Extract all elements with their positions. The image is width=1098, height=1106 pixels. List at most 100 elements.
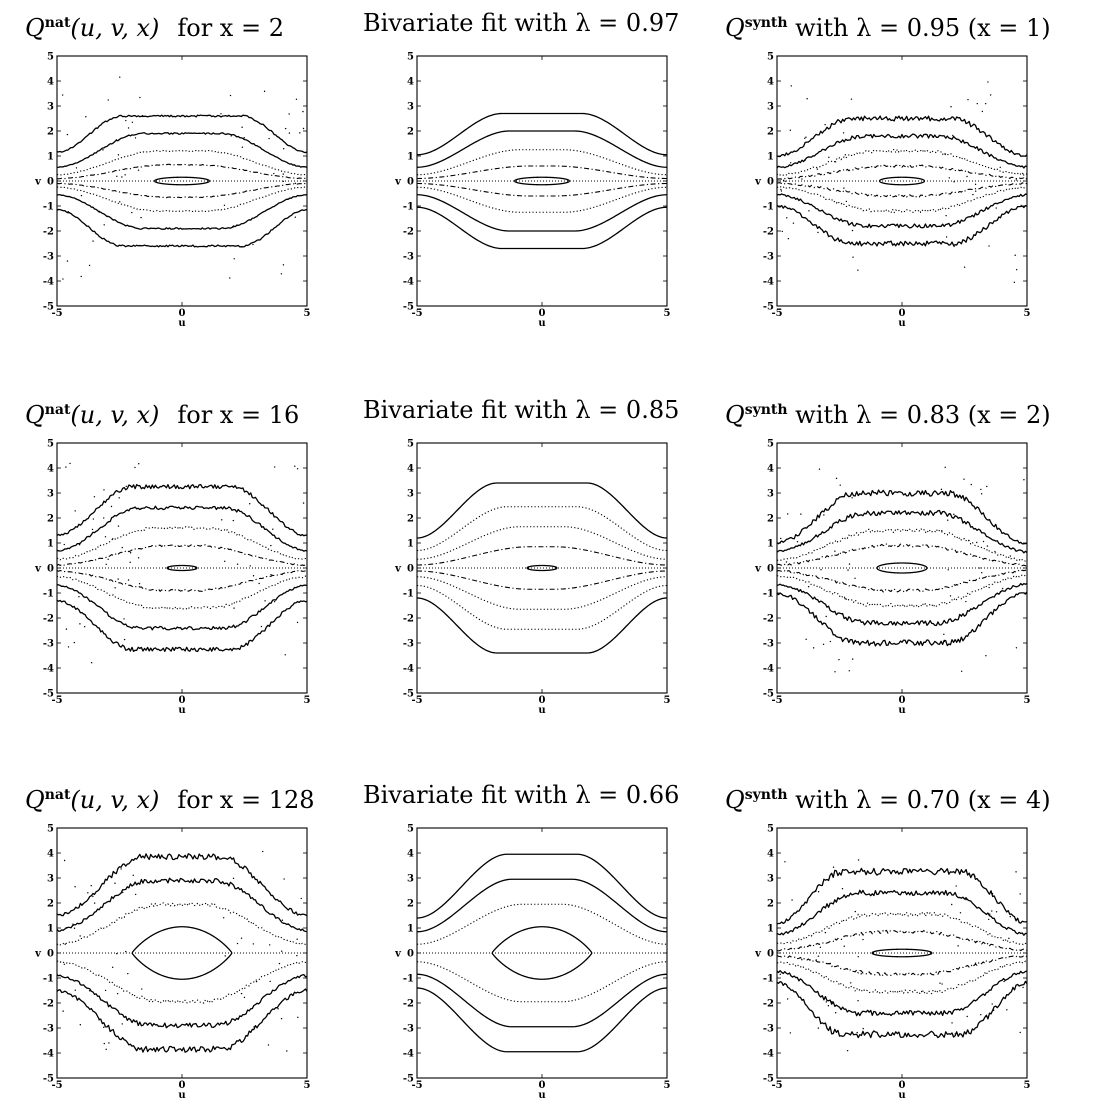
x-tick-label: 5 [1024, 1080, 1031, 1091]
contour-line-lower [416, 987, 668, 1053]
scatter-speck [125, 950, 127, 953]
x-axis-label: u [178, 1090, 185, 1101]
x-tick-label: 0 [899, 308, 906, 319]
scatter-speck [79, 935, 81, 937]
y-tick-label: -1 [403, 589, 414, 600]
scatter-speck [999, 166, 1001, 168]
contour-line-upper [416, 149, 668, 176]
scatter-speck [103, 1042, 106, 1045]
x-axis-label: u [538, 1090, 545, 1101]
y-tick-label: 4 [47, 77, 54, 88]
scatter-speck [138, 583, 141, 585]
y-axis-label: v [34, 564, 42, 575]
scatter-speck [282, 180, 284, 183]
scatter-speck [818, 558, 821, 560]
scatter-speck [302, 502, 305, 504]
scatter-speck [1019, 893, 1021, 895]
scatter-speck [805, 136, 807, 138]
scatter-speck [125, 119, 127, 122]
contour-plot: -5 -4 -3 -2 -1 0 1 2 3 4 5 -5 0 5 u v [394, 439, 670, 717]
scatter-speck [1000, 924, 1002, 927]
contour-line-upper [56, 505, 308, 552]
y-tick-label: 1 [47, 539, 54, 550]
contour-line-lower [776, 980, 1028, 1039]
scatter-speck [98, 1019, 100, 1021]
scatter-speck [80, 194, 83, 197]
scatter-speck [1023, 479, 1025, 481]
panel-title-condition: for x = 16 [177, 401, 300, 429]
y-tick-label: -2 [763, 227, 774, 238]
scatter-speck [970, 483, 972, 486]
scatter-speck [862, 938, 864, 941]
scatter-speck [857, 955, 859, 958]
scatter-speck [91, 528, 94, 531]
scatter-speck [66, 260, 69, 262]
y-tick-label: 5 [47, 52, 54, 63]
x-axis-label: u [538, 705, 545, 716]
scatter-speck [953, 513, 955, 516]
contour-line-upper [56, 544, 308, 567]
scatter-speck [832, 866, 835, 868]
x-axis-label: u [898, 318, 905, 329]
scatter-speck [804, 159, 806, 161]
scatter-speck [240, 992, 243, 995]
y-tick-label: 4 [47, 849, 54, 860]
contour-plot: -5 -4 -3 -2 -1 0 1 2 3 4 5 -5 0 5 u v [394, 824, 670, 1102]
x-axis-label: u [898, 1090, 905, 1101]
scatter-speck [856, 1031, 858, 1034]
y-tick-label: 4 [47, 464, 54, 475]
contour-line-lower [776, 193, 1028, 229]
y-tick-label: -3 [403, 639, 414, 650]
scatter-speck [780, 190, 783, 192]
scatter-speck [981, 110, 984, 113]
contour-plot: -5 -4 -3 -2 -1 0 1 2 3 4 5 -5 0 5 u v [754, 52, 1030, 330]
scatter-speck [125, 485, 128, 487]
scatter-speck [1014, 254, 1016, 256]
scatter-speck [268, 137, 270, 140]
scatter-speck [112, 538, 114, 540]
contour-line-upper [871, 948, 933, 954]
scatter-speck [284, 654, 286, 656]
scatter-speck [282, 173, 284, 175]
y-tick-label: 0 [767, 949, 774, 960]
y-tick-label: 1 [47, 924, 54, 935]
scatter-speck [860, 973, 862, 975]
scatter-speck [270, 544, 272, 547]
scatter-speck [223, 204, 226, 207]
scatter-speck [1001, 587, 1004, 590]
scatter-speck [818, 468, 821, 470]
scatter-speck [107, 99, 109, 101]
scatter-speck [787, 237, 790, 240]
scatter-speck [116, 175, 118, 178]
scatter-speck [249, 565, 251, 567]
y-tick-label: -5 [403, 1074, 414, 1085]
y-tick-label: 4 [767, 464, 774, 475]
scatter-speck [817, 955, 820, 957]
scatter-speck [286, 1050, 288, 1052]
scatter-speck [224, 560, 226, 563]
y-tick-label: 4 [407, 464, 414, 475]
x-tick-label: -5 [771, 308, 782, 319]
scatter-speck [280, 950, 283, 952]
y-tick-label: -2 [43, 999, 54, 1010]
panel-title: Bivariate fit with λ = 0.66 [363, 780, 679, 810]
scatter-speck [807, 586, 810, 588]
plot-frame [776, 827, 1028, 1079]
scatter-speck [104, 536, 107, 538]
scatter-speck [825, 1001, 827, 1003]
contour-line-upper [526, 564, 558, 569]
scatter-speck [78, 544, 81, 546]
y-tick-label: 2 [767, 127, 774, 138]
scatter-speck [982, 540, 985, 543]
y-tick-label: 4 [767, 849, 774, 860]
scatter-speck [269, 944, 271, 946]
scatter-speck [941, 530, 943, 532]
contour-line-lower [876, 567, 928, 574]
scatter-speck [131, 211, 133, 214]
contour-line-lower [56, 960, 308, 1004]
scatter-speck [1015, 647, 1018, 649]
x-tick-label: 5 [664, 1080, 671, 1091]
scatter-speck [835, 477, 838, 480]
scatter-speck [74, 886, 76, 888]
scatter-speck [965, 898, 967, 901]
